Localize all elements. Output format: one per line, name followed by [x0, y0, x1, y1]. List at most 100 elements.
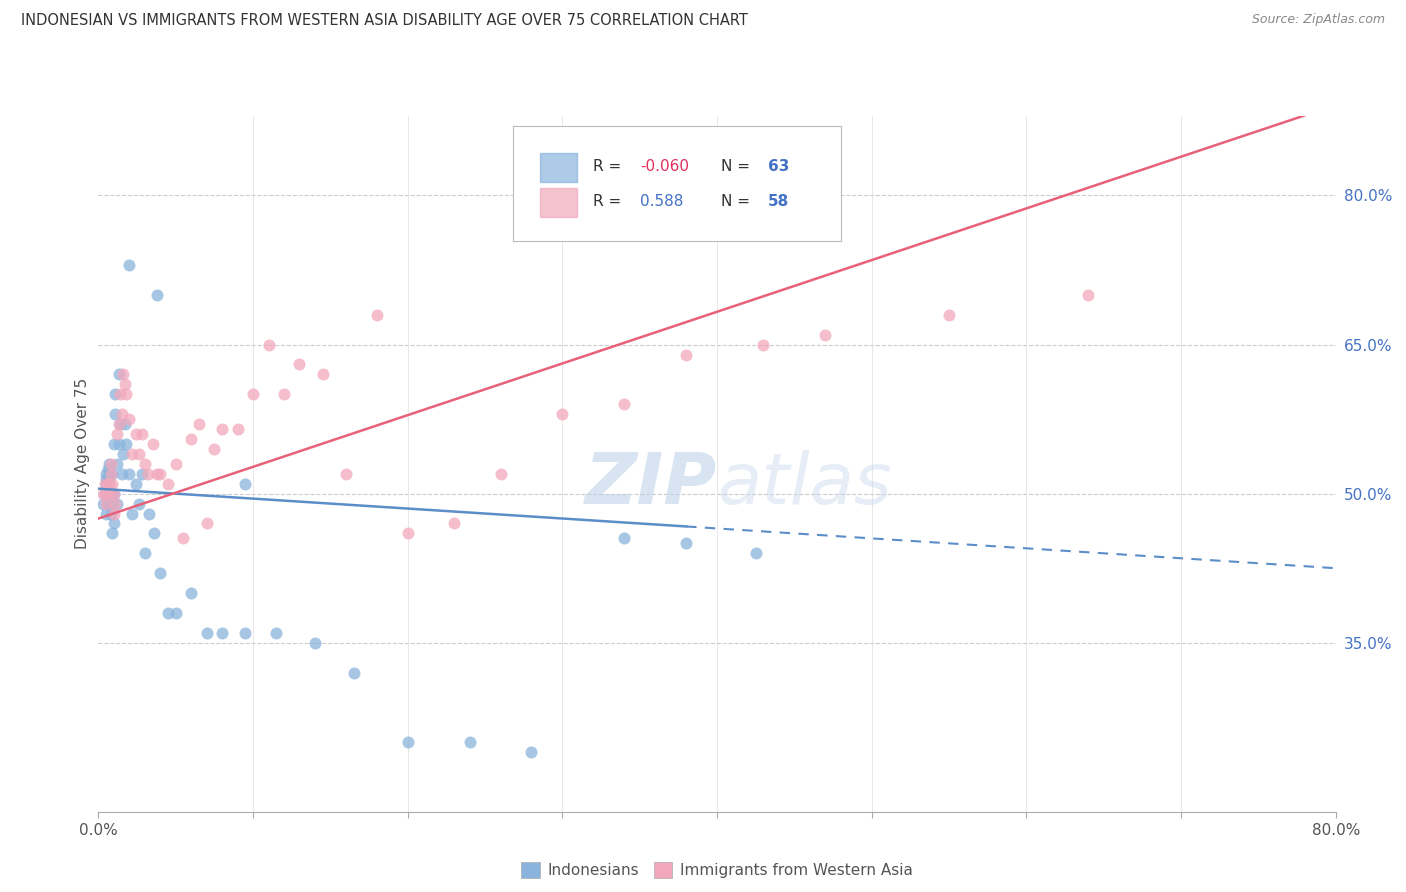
Point	[613, 208, 636, 222]
Point	[105, 457, 128, 471]
Point	[273, 387, 295, 401]
Point	[98, 486, 121, 500]
Point	[118, 258, 141, 272]
Text: 58: 58	[768, 194, 789, 209]
Point	[312, 368, 335, 382]
Point	[366, 308, 388, 322]
Point	[396, 735, 419, 749]
Point	[266, 625, 288, 640]
Point	[101, 467, 124, 481]
Point	[157, 606, 180, 620]
Text: atlas: atlas	[717, 450, 891, 519]
Point	[211, 422, 233, 436]
Point	[104, 387, 127, 401]
Point	[335, 467, 357, 481]
Point	[520, 745, 543, 759]
FancyBboxPatch shape	[513, 127, 841, 241]
Text: Source: ZipAtlas.com: Source: ZipAtlas.com	[1251, 13, 1385, 27]
Point	[96, 486, 118, 500]
Point	[114, 417, 136, 431]
Point	[103, 516, 125, 531]
Point	[93, 486, 115, 500]
Point	[343, 665, 366, 680]
Point	[108, 387, 131, 401]
Point	[235, 625, 257, 640]
Point	[396, 526, 419, 541]
Text: R =: R =	[593, 160, 627, 174]
Point	[96, 472, 118, 486]
Point	[551, 407, 574, 421]
Text: N =: N =	[721, 194, 755, 209]
Point	[96, 486, 118, 500]
Point	[752, 337, 775, 351]
Point	[149, 467, 172, 481]
Point	[675, 347, 697, 361]
Point	[128, 497, 150, 511]
Point	[96, 497, 118, 511]
Point	[458, 735, 481, 749]
Point	[107, 437, 129, 451]
Point	[100, 457, 122, 471]
Point	[180, 586, 202, 600]
Point	[288, 358, 311, 372]
Text: 63: 63	[768, 160, 789, 174]
Point	[489, 467, 512, 481]
Point	[149, 566, 172, 581]
Point	[98, 467, 121, 481]
Point	[173, 532, 195, 546]
Point	[103, 507, 125, 521]
Point	[97, 462, 120, 476]
Y-axis label: Disability Age Over 75: Disability Age Over 75	[75, 378, 90, 549]
Point	[146, 467, 169, 481]
Point	[112, 447, 135, 461]
Point	[96, 467, 118, 481]
Point	[105, 427, 128, 442]
Point	[101, 476, 124, 491]
Point	[98, 486, 121, 500]
Point	[121, 507, 143, 521]
Point	[96, 507, 118, 521]
Point	[136, 467, 159, 481]
Point	[134, 457, 156, 471]
Point	[108, 417, 131, 431]
Point	[124, 476, 146, 491]
Text: INDONESIAN VS IMMIGRANTS FROM WESTERN ASIA DISABILITY AGE OVER 75 CORRELATION CH: INDONESIAN VS IMMIGRANTS FROM WESTERN AS…	[21, 13, 748, 29]
Point	[111, 407, 134, 421]
Point	[613, 397, 636, 411]
Point	[100, 507, 122, 521]
Point	[104, 407, 127, 421]
Point	[111, 467, 134, 481]
Point	[180, 432, 202, 446]
Point	[257, 337, 280, 351]
Point	[165, 457, 187, 471]
Point	[107, 417, 129, 431]
Point	[115, 387, 138, 401]
Text: 0.588: 0.588	[640, 194, 683, 209]
Point	[115, 437, 138, 451]
Point	[235, 476, 257, 491]
Point	[103, 486, 125, 500]
Point	[97, 497, 120, 511]
Bar	[540, 187, 578, 217]
Point	[121, 447, 143, 461]
Text: R =: R =	[593, 194, 627, 209]
Point	[103, 437, 125, 451]
Point	[195, 625, 218, 640]
Point	[91, 497, 114, 511]
Point	[100, 486, 122, 500]
Point	[226, 422, 249, 436]
Point	[100, 467, 122, 481]
Point	[101, 497, 124, 511]
Point	[131, 467, 153, 481]
Point	[128, 447, 150, 461]
Point	[443, 516, 465, 531]
Point	[165, 606, 187, 620]
Point	[142, 437, 165, 451]
Text: N =: N =	[721, 160, 755, 174]
Point	[97, 476, 120, 491]
Point	[211, 625, 233, 640]
Point	[138, 507, 160, 521]
Point	[97, 482, 120, 496]
Point	[304, 636, 326, 650]
Point	[745, 546, 768, 560]
